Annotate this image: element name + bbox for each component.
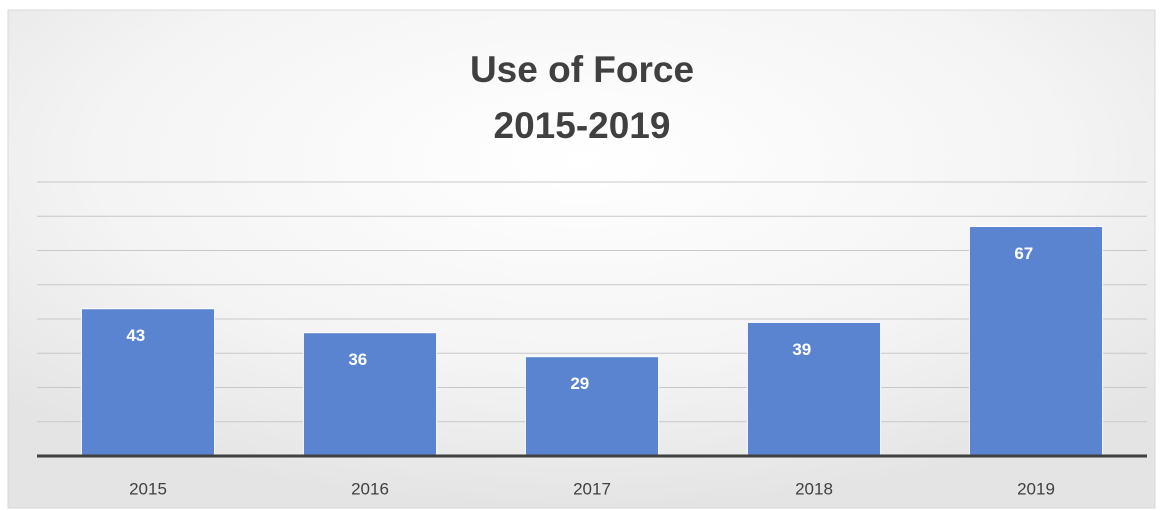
bar xyxy=(968,226,1104,457)
bar xyxy=(302,332,438,457)
chart-title: 2015-2019 xyxy=(494,105,671,146)
data-label: 67 xyxy=(1014,244,1033,263)
x-tick-label: 2017 xyxy=(573,479,611,498)
bar xyxy=(80,308,216,457)
x-tick-label: 2019 xyxy=(1017,479,1055,498)
x-tick-label: 2015 xyxy=(129,479,167,498)
bar xyxy=(746,321,882,457)
data-label: 29 xyxy=(570,374,589,393)
x-tick-label: 2016 xyxy=(351,479,389,498)
data-label: 43 xyxy=(126,326,145,345)
data-label: 39 xyxy=(792,340,811,359)
bar xyxy=(524,356,660,457)
x-tick-label: 2018 xyxy=(795,479,833,498)
chart-title: Use of Force xyxy=(470,49,694,90)
data-label: 36 xyxy=(348,350,367,369)
